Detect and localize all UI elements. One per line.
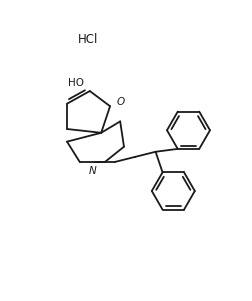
- Text: HO: HO: [68, 79, 84, 88]
- Text: HCl: HCl: [78, 33, 98, 46]
- Text: O: O: [116, 98, 124, 107]
- Text: N: N: [88, 166, 96, 176]
